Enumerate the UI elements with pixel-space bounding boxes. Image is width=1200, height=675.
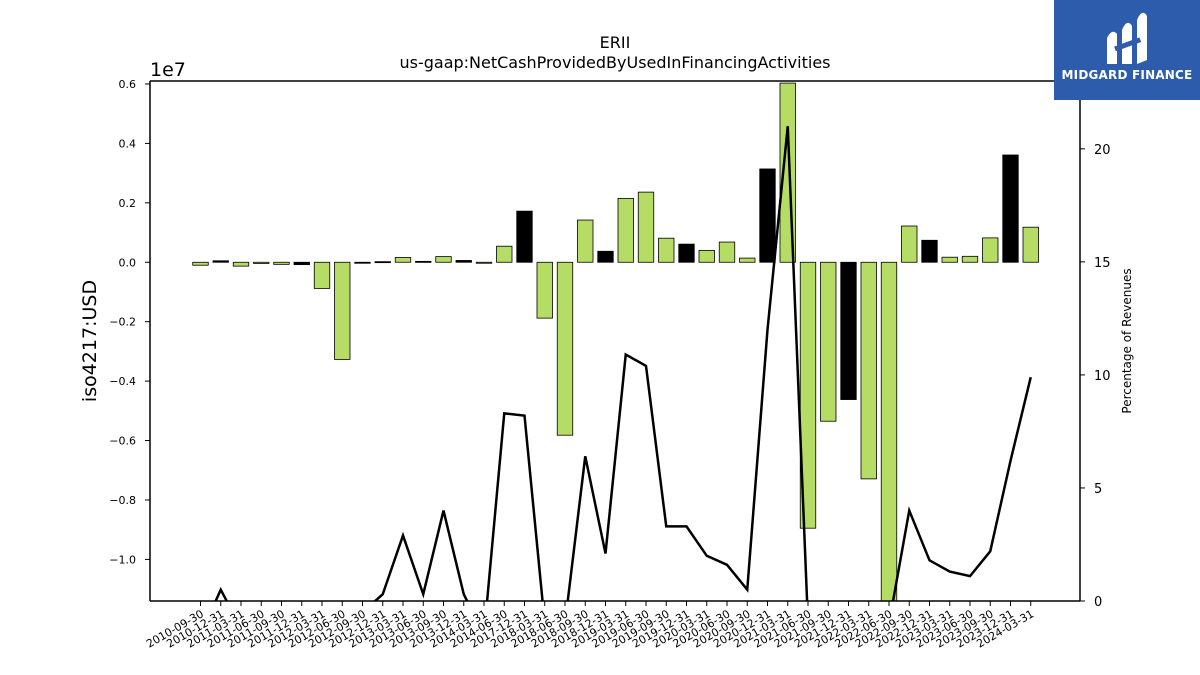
bar-2019-12-31 — [678, 243, 695, 263]
bar-2011-09-30 — [273, 261, 290, 265]
y-axis-label: iso4217:USD — [79, 280, 101, 402]
bar-2011-03-31 — [232, 261, 250, 267]
percentage-line — [214, 126, 1032, 601]
midgard-finance-logo: MIDGARD FINANCE — [1054, 0, 1200, 100]
y-tick-label: −0.6 — [109, 435, 136, 448]
midgard-logo-icon — [1107, 12, 1147, 64]
bar-2022-12-31 — [921, 239, 938, 263]
bar-2018-03-31 — [536, 261, 553, 319]
bar-2010-12-31 — [212, 260, 229, 263]
bar-2014-06-30 — [496, 245, 513, 263]
y-tick-label: 0.0 — [119, 256, 137, 269]
bar-2012-03-31 — [313, 261, 331, 289]
bar-2024-03-31 — [1022, 226, 1039, 263]
bar-2020-12-31 — [759, 168, 776, 263]
plot-area: 0.6 0.4 0.2 0.0 −0.2 −0.4 −0.6 −0.8 −1.0 0 5 10 15 20… — [109, 78, 1110, 651]
y-tick-label: 0.6 — [119, 78, 137, 91]
bar-2022-03-31 — [860, 261, 877, 480]
bar-2023-03-31 — [941, 256, 958, 263]
y-tick-label: −0.8 — [109, 494, 136, 507]
bar-2013-03-31 — [394, 257, 412, 263]
bar-2021-06-30 — [799, 261, 817, 529]
bar-2014-03-31 — [475, 261, 493, 264]
bar-2013-09-30 — [435, 256, 452, 263]
bar-2021-09-30 — [820, 261, 837, 422]
bar-2020-06-30 — [718, 241, 736, 263]
bar-2018-12-31 — [597, 250, 614, 263]
bar-2018-09-30 — [577, 219, 594, 263]
bar-2022-09-30 — [901, 225, 918, 263]
bar-2012-06-30 — [334, 261, 351, 360]
bar-2023-09-30 — [982, 237, 999, 263]
bar-2019-09-30 — [658, 237, 675, 263]
bar-2019-03-31 — [617, 197, 634, 263]
y2-tick-label: 10 — [1094, 369, 1111, 384]
bar-2019-06-30 — [637, 191, 655, 263]
y2-axis-label: Percentage of Revenues — [1120, 268, 1134, 413]
y-tick-label: 0.2 — [119, 197, 137, 210]
y-tick-label: −0.2 — [109, 316, 136, 329]
bar-2013-12-31 — [455, 260, 472, 263]
chart-subtitle: us-gaap:NetCashProvidedByUsedInFinancing… — [399, 53, 830, 72]
bar-2010-09-30 — [192, 261, 209, 266]
bar-2012-09-30 — [354, 261, 371, 264]
bar-2011-06-30 — [253, 261, 270, 264]
bar-2013-06-30 — [415, 260, 432, 263]
y-tick-label: 0.4 — [119, 137, 137, 150]
bar-2023-06-30 — [961, 255, 979, 263]
y-tick-label: −1.0 — [109, 553, 136, 566]
bar-2018-06-30 — [556, 261, 574, 436]
bar-2021-12-31 — [840, 261, 857, 400]
bar-2020-09-30 — [739, 257, 756, 263]
y2-tick-label: 20 — [1094, 143, 1111, 158]
bar-2023-12-31 — [1002, 154, 1019, 263]
y2-tick-label: 0 — [1094, 595, 1102, 610]
y2-tick-label: 5 — [1094, 482, 1102, 497]
bar-2020-03-31 — [698, 249, 715, 263]
chart-title: ERII — [600, 33, 631, 52]
y-offset-label: 1e7 — [150, 59, 186, 81]
bar-2022-06-30 — [880, 261, 898, 601]
bar-2011-12-31 — [293, 261, 310, 266]
y-tick-label: −0.4 — [109, 375, 136, 388]
bar-2017-12-31 — [516, 210, 533, 263]
logo-text: MIDGARD FINANCE — [1061, 68, 1193, 82]
y2-tick-label: 15 — [1094, 256, 1111, 271]
plot-marks — [192, 82, 1039, 601]
bar-2012-12-31 — [374, 261, 391, 264]
